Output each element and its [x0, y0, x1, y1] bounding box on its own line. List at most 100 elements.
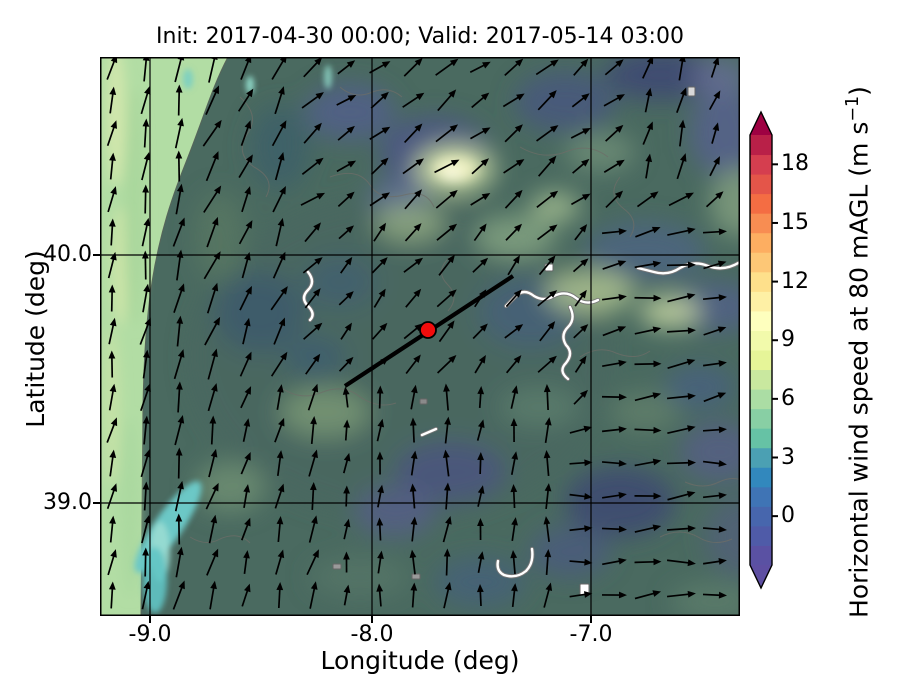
wind-arrow: [174, 414, 185, 446]
wind-arrow: [141, 250, 149, 280]
wind-arrow: [205, 482, 219, 510]
colorbar-tick-label: 18: [781, 151, 809, 177]
x-axis-label: Longitude (deg): [320, 646, 520, 675]
wind-arrow: [543, 450, 551, 477]
wind-arrow: [369, 61, 391, 74]
wind-arrow: [109, 152, 116, 180]
wind-arrow: [403, 123, 423, 144]
colorbar-segment: [750, 330, 772, 351]
wind-arrow: [510, 418, 518, 443]
wind-arrow: [471, 158, 489, 175]
wind-arrow: [511, 517, 518, 541]
wind-arrow: [574, 355, 587, 373]
wind-arrow: [203, 185, 222, 213]
wind-arrow: [602, 294, 627, 301]
colorbar-segment: [750, 271, 772, 292]
wind-arrow: [543, 516, 551, 543]
wind-arrow: [676, 87, 687, 113]
wind-arrow: [175, 447, 183, 479]
wind-arrow: [307, 383, 319, 411]
wind-arrow: [634, 426, 662, 434]
wind-arrow: [240, 517, 251, 541]
wind-arrow: [108, 317, 117, 345]
map-marker-square: [411, 573, 421, 580]
wind-arrow: [477, 551, 485, 573]
wind-arrow: [544, 549, 552, 576]
wind-arrow: [238, 154, 253, 179]
wind-arrow: [270, 351, 288, 377]
wind-arrow: [336, 95, 357, 106]
wind-arrow: [435, 189, 458, 209]
wind-arrow: [436, 223, 458, 241]
wind-arrow: [443, 383, 450, 411]
wind-arrow: [343, 485, 350, 507]
wind-arrow: [337, 125, 355, 141]
wind-arrow: [343, 551, 350, 573]
wind-arrow: [275, 549, 285, 575]
wind-speed-field: [100, 57, 740, 616]
wind-arrow: [107, 549, 117, 576]
wind-arrow: [276, 582, 284, 609]
wind-arrow: [405, 288, 422, 308]
wind-arrow: [605, 190, 624, 209]
estuary-patches: [134, 65, 332, 613]
wind-arrow: [634, 458, 662, 467]
colorbar-segment: [750, 193, 772, 214]
wind-arrow: [410, 450, 418, 476]
wind-arrow: [301, 157, 324, 175]
wind-arrow: [338, 291, 354, 306]
x-tick-label: -7.0: [569, 622, 613, 647]
colorbar-segment: [750, 213, 772, 234]
wind-arrow: [300, 192, 326, 206]
wind-arrow: [175, 84, 183, 116]
wind-arrow: [603, 94, 625, 107]
wind-arrow: [634, 524, 662, 533]
wind-arrow: [601, 459, 627, 467]
wind-arrow: [667, 425, 696, 435]
wind-map-svg: [100, 57, 740, 616]
wind-arrow: [569, 591, 593, 598]
wind-arrow: [602, 260, 627, 270]
wind-arrow: [376, 385, 384, 409]
wind-arrow: [601, 525, 627, 533]
wind-arrow: [142, 184, 150, 214]
wind-arrow: [142, 118, 150, 148]
wind-arrow: [436, 355, 457, 374]
colorbar-label: Horizontal wind speed at 80 mAGL (m s−1): [843, 2, 881, 700]
wind-arrow: [370, 91, 389, 109]
wind-arrow: [472, 323, 488, 340]
map-marker-square: [419, 398, 428, 405]
wind-arrow: [469, 61, 491, 73]
colorbar-segment: [750, 506, 772, 527]
x-tick-mark: [371, 616, 373, 623]
wind-arrow: [373, 222, 387, 242]
wind-arrow: [176, 315, 184, 347]
wind-arrow: [477, 485, 485, 507]
colorbar-label-sup: −1: [843, 95, 863, 122]
wind-arrow: [702, 492, 727, 499]
colorbar-segment: [750, 545, 772, 566]
wind-arrow: [634, 260, 662, 269]
wind-arrow: [667, 358, 696, 369]
wind-arrow: [203, 251, 221, 280]
wind-arrow: [270, 286, 288, 311]
colorbar-tick-label: 0: [781, 503, 795, 529]
wind-arrow: [442, 449, 450, 477]
wind-arrow: [237, 88, 254, 112]
wind-arrow: [140, 383, 151, 412]
wind-arrow: [505, 355, 522, 374]
wind-arrow: [243, 550, 250, 575]
wind-arrow: [342, 452, 351, 474]
wind-arrow: [410, 516, 418, 542]
x-tick-label: -8.0: [350, 622, 394, 647]
wind-arrow: [603, 159, 625, 173]
wind-arrow: [510, 484, 518, 509]
wind-arrow: [634, 392, 662, 402]
colorbar-segment: [750, 369, 772, 390]
wind-arrow: [703, 558, 727, 565]
wind-arrow: [435, 58, 459, 76]
wind-arrow: [306, 549, 319, 576]
wind-arrow: [173, 283, 185, 313]
wind-arrow: [569, 459, 593, 467]
